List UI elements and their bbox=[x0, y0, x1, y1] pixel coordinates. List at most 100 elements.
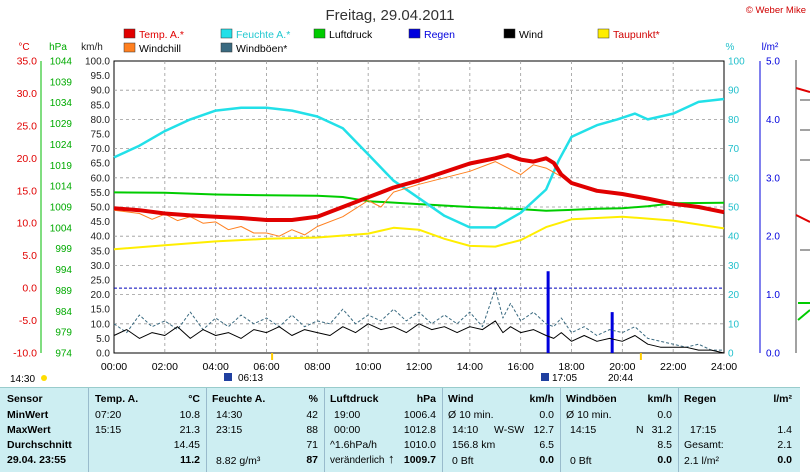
temp-tick-label: 15.0 bbox=[17, 185, 38, 197]
humidity-unit: % bbox=[308, 393, 318, 405]
pressure-trend: ^1.6hPa/h bbox=[330, 439, 377, 451]
pressure-tick-label: 974 bbox=[55, 349, 72, 360]
humidity-avg-value: 71 bbox=[306, 439, 318, 451]
wind-tick-label: 35.0 bbox=[91, 246, 111, 257]
legend-swatch bbox=[123, 42, 136, 53]
rain-tick-label: 0.0 bbox=[766, 349, 780, 360]
gusts-max-time: 14:15 bbox=[570, 424, 597, 436]
pressure-tick-label: 979 bbox=[55, 328, 72, 339]
temp-min-time: 07:20 bbox=[95, 409, 122, 421]
humidity-absolute: 8.82 g/m³ bbox=[216, 455, 261, 467]
wind-column: Wind km/h Ø 10 min. 0.0 14:10 W-SW 12.7 … bbox=[442, 388, 560, 472]
pressure-unit: hPa bbox=[416, 393, 436, 405]
wind-tick-label: 40.0 bbox=[91, 232, 111, 243]
wind-max-time: 14:10 bbox=[452, 424, 479, 436]
chart-title: Freitag, 29.04.2011 bbox=[326, 7, 455, 24]
wind-tick-label: 25.0 bbox=[91, 276, 111, 287]
humidity-tick-label: 10 bbox=[728, 319, 740, 330]
temp-min-value: 10.8 bbox=[179, 409, 200, 421]
rain-unit-label: l/m² bbox=[762, 42, 779, 53]
humidity-tick-label: 20 bbox=[728, 290, 740, 301]
right-edge-decoration bbox=[795, 60, 810, 353]
humidity-current-value: 87 bbox=[306, 454, 318, 466]
pressure-current-value: 1009.7 bbox=[403, 454, 436, 466]
temp-max-value: 21.3 bbox=[179, 424, 200, 436]
pressure-max-value: 1012.8 bbox=[403, 424, 436, 436]
rain-tick-label: 1.0 bbox=[766, 290, 780, 301]
wind-tick-label: 20.0 bbox=[91, 290, 111, 301]
pressure-tick-label: 1009 bbox=[50, 203, 73, 214]
statistics-panel: Sensor MinWert MaxWert Durchschnitt 29.0… bbox=[0, 387, 800, 472]
rain-tick-label: 5.0 bbox=[766, 57, 780, 68]
legend-swatch bbox=[408, 28, 421, 39]
rain-day-total: 2.1 l/m² bbox=[684, 455, 720, 467]
pressure-rising-icon: ↑ bbox=[388, 451, 395, 466]
humidity-min-value: 42 bbox=[306, 409, 318, 421]
pressure-avg-value: 1010.0 bbox=[403, 439, 436, 451]
rain-bar bbox=[546, 271, 550, 353]
legend-label: Windböen* bbox=[236, 43, 287, 55]
wind-tick-label: 65.0 bbox=[91, 159, 111, 170]
row-label-avg: Durchschnitt bbox=[7, 439, 72, 451]
temp-column: Temp. A. °C 07:20 10.8 15:15 21.3 14.45 … bbox=[88, 388, 206, 472]
x-tick-label: 12:00 bbox=[406, 361, 432, 373]
wind-tick-label: 70.0 bbox=[91, 144, 111, 155]
wind-max-value: 12.7 bbox=[533, 424, 554, 436]
pressure-tick-label: 1029 bbox=[50, 119, 73, 130]
legend-swatch bbox=[123, 28, 136, 39]
pressure-min-value: 1006.4 bbox=[403, 409, 436, 421]
pressure-max-time: 00:00 bbox=[334, 424, 361, 436]
row-label-min: MinWert bbox=[7, 409, 49, 421]
rain-tick-label: 2.0 bbox=[766, 232, 780, 243]
gusts-unit: km/h bbox=[647, 393, 672, 405]
x-tick-label: 18:00 bbox=[558, 361, 584, 373]
wind-distance: 156.8 km bbox=[452, 439, 496, 451]
pressure-tick-label: 1034 bbox=[50, 98, 73, 109]
temp-current-value: 11.2 bbox=[180, 454, 200, 466]
wind-tick-label: 90.0 bbox=[91, 86, 111, 97]
sun-icon bbox=[41, 375, 47, 381]
temp-unit-label: °C bbox=[18, 42, 29, 53]
row-label-now: 29.04. 23:55 bbox=[7, 454, 66, 466]
series-line-taupunkt bbox=[113, 215, 725, 251]
rain-tick-label: 4.0 bbox=[766, 115, 780, 126]
wind-avg-value: 6.5 bbox=[539, 439, 554, 451]
sensor-header: Sensor bbox=[7, 393, 43, 405]
wind-header: Wind bbox=[448, 393, 474, 405]
temp-tick-label: 0.0 bbox=[22, 283, 37, 295]
sensor-column: Sensor MinWert MaxWert Durchschnitt 29.0… bbox=[0, 388, 88, 472]
gusts-beaufort: 0 Bft bbox=[570, 455, 592, 467]
wind-tick-label: 95.0 bbox=[91, 71, 111, 82]
legend-swatch bbox=[597, 28, 610, 39]
rain-header: Regen bbox=[684, 393, 717, 405]
humidity-tick-label: 30 bbox=[728, 261, 740, 272]
wind-tick-label: 45.0 bbox=[91, 217, 111, 228]
legend-label: Taupunkt* bbox=[613, 29, 660, 41]
gusts-avg-value: 8.5 bbox=[657, 439, 672, 451]
humidity-min-time: 14:30 bbox=[216, 409, 243, 421]
humidity-tick-label: 100 bbox=[728, 57, 745, 68]
x-tick-label: 04:00 bbox=[203, 361, 229, 373]
rain-bar bbox=[610, 312, 614, 353]
series-line-windb-en bbox=[113, 288, 724, 351]
rain-total-value: 2.1 bbox=[777, 439, 792, 451]
wind-tick-label: 10.0 bbox=[91, 319, 111, 330]
pressure-min-time: 19:00 bbox=[334, 409, 361, 421]
rain-total-label: Gesamt: bbox=[684, 439, 724, 451]
pressure-tick-label: 1039 bbox=[50, 77, 73, 88]
rain-start-icon bbox=[541, 373, 549, 381]
wind-tick-label: 100.0 bbox=[85, 57, 110, 68]
wind-tick-label: 50.0 bbox=[91, 203, 111, 214]
humidity-tick-label: 60 bbox=[728, 173, 740, 184]
weather-chart: Freitag, 29.04.2011 © Weber Mike Temp. A… bbox=[10, 5, 810, 385]
legend-label: Wind bbox=[519, 29, 543, 41]
rain-max-time: 17:15 bbox=[690, 424, 717, 436]
x-tick-label: 16:00 bbox=[508, 361, 534, 373]
series-line-luftdruck bbox=[113, 191, 725, 212]
gusts-avg10-label: Ø 10 min. bbox=[566, 409, 612, 421]
humidity-tick-label: 70 bbox=[728, 144, 740, 155]
pressure-tick-label: 984 bbox=[55, 307, 72, 318]
temp-tick-label: 10.0 bbox=[17, 218, 38, 230]
x-tick-label: 08:00 bbox=[304, 361, 330, 373]
wind-beaufort: 0 Bft bbox=[452, 455, 474, 467]
